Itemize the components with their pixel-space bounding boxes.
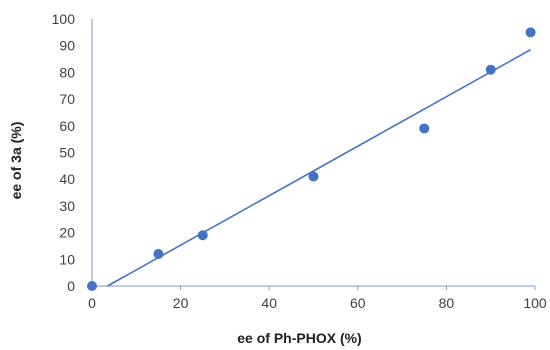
y-tick-label: 40 xyxy=(59,171,75,187)
axes xyxy=(91,19,535,287)
y-tick-label: 60 xyxy=(59,118,75,134)
x-tick-label: 100 xyxy=(523,295,547,311)
x-axis-title: ee of Ph-PHOX (%) xyxy=(237,330,361,346)
y-tick-label: 80 xyxy=(59,64,75,80)
x-ticks: 0 20 40 60 80 100 xyxy=(88,286,547,311)
data-point xyxy=(525,27,536,38)
y-tick-label: 50 xyxy=(59,145,75,161)
data-point xyxy=(308,171,319,182)
data-points xyxy=(87,27,536,291)
data-point xyxy=(197,230,208,241)
y-tick-label: 100 xyxy=(52,11,76,27)
y-tick-label: 90 xyxy=(59,38,75,54)
x-tick-label: 80 xyxy=(439,295,455,311)
x-tick-label: 0 xyxy=(88,295,96,311)
data-point xyxy=(419,123,430,134)
y-tick-label: 20 xyxy=(59,225,75,241)
y-tick-label: 30 xyxy=(59,198,75,214)
linear-trendline xyxy=(107,49,531,287)
y-ticks: 0 10 20 30 40 50 60 70 80 90 100 xyxy=(52,11,76,294)
trendline-group xyxy=(107,49,531,287)
x-tick-label: 60 xyxy=(350,295,366,311)
y-tick-label: 0 xyxy=(67,278,75,294)
data-point xyxy=(485,64,496,75)
y-axis-title: ee of 3a (%) xyxy=(8,122,24,200)
x-tick-label: 20 xyxy=(173,295,189,311)
data-point xyxy=(87,281,97,291)
data-point xyxy=(153,248,164,259)
y-tick-label: 10 xyxy=(59,251,75,267)
y-tick-label: 70 xyxy=(59,91,75,107)
x-tick-label: 40 xyxy=(261,295,277,311)
